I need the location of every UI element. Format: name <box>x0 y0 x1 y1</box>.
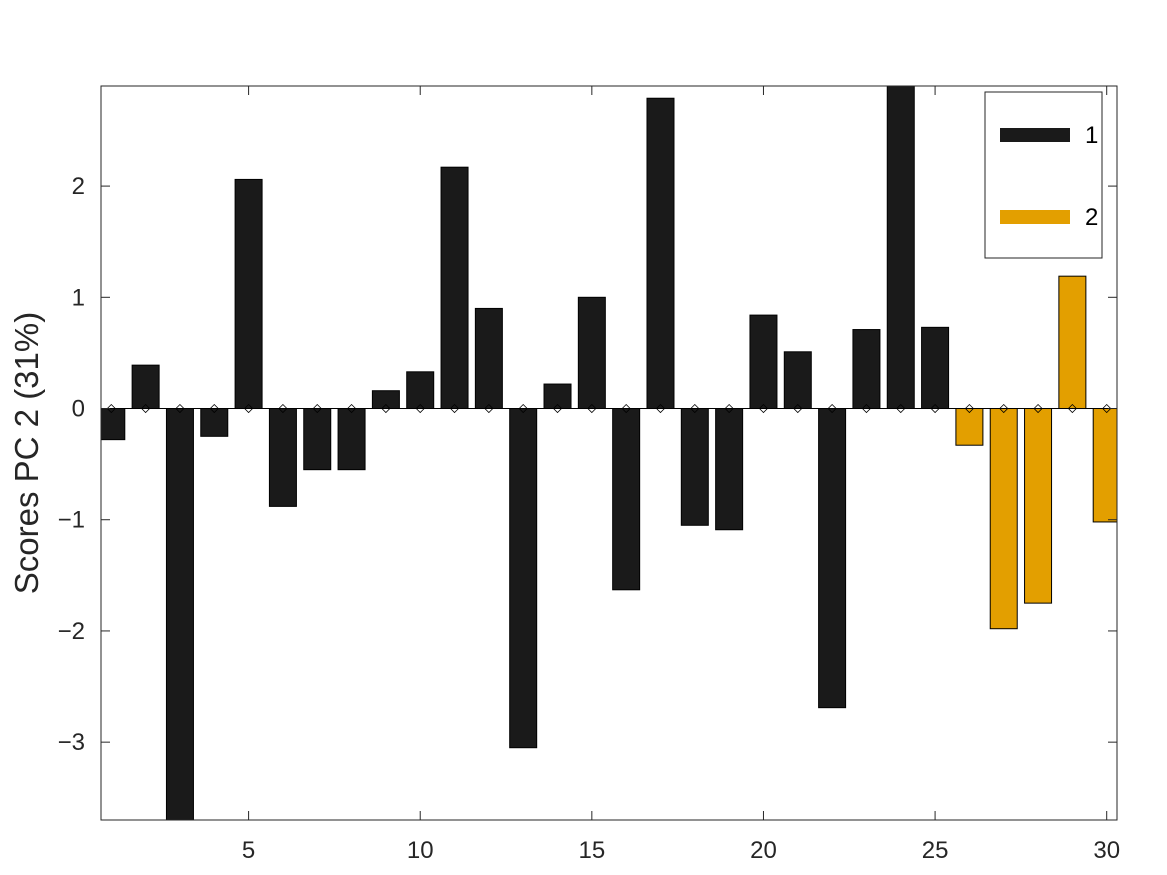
bar-series-1-x16 <box>612 408 641 591</box>
bar-series-1-x11 <box>440 166 469 410</box>
bar-series-1-x17 <box>646 97 675 410</box>
bar-series-1-x24 <box>886 86 915 410</box>
bar-series-1-x22 <box>818 408 847 709</box>
bar-series-1-x4 <box>200 408 229 437</box>
bar-series-1-x10 <box>406 371 435 410</box>
bar-series-1-x18 <box>680 408 709 526</box>
legend-box <box>984 91 1103 259</box>
bar-series-1-x20 <box>749 314 778 410</box>
bar-series-1-x5 <box>234 178 263 410</box>
bar-series-1-x21 <box>783 351 812 410</box>
bar-series-1-x8 <box>337 408 366 471</box>
x-tick-label: 25 <box>922 837 949 864</box>
y-tick-label: −1 <box>58 507 85 534</box>
y-tick-label: −3 <box>58 729 85 756</box>
bar-series-1-x7 <box>303 408 332 471</box>
bar-series-1-x3 <box>165 408 194 820</box>
bar-series-2-x30 <box>1092 408 1117 523</box>
bar-series-1-x25 <box>921 326 950 410</box>
bars-group <box>101 86 1117 820</box>
y-tick-label: 2 <box>72 173 85 200</box>
bar-series-2-x27 <box>989 408 1018 630</box>
legend: 12 <box>984 91 1103 259</box>
y-tick-label: 0 <box>72 396 85 423</box>
x-tick-label: 5 <box>242 837 255 864</box>
bar-series-1-x15 <box>577 296 606 410</box>
bar-series-1-x23 <box>852 329 881 410</box>
bar-series-2-x26 <box>955 408 984 446</box>
y-axis-title: Scores PC 2 (31%) <box>8 312 45 594</box>
bar-series-1-x9 <box>371 390 400 410</box>
bar-series-1-x2 <box>131 364 160 410</box>
bar-series-1-x6 <box>268 408 297 507</box>
y-tick-label: 1 <box>72 284 85 311</box>
bar-series-2-x29 <box>1058 275 1087 410</box>
bar-series-1-x1 <box>101 408 126 441</box>
x-tick-label: 20 <box>750 837 777 864</box>
axes-group <box>100 85 1118 821</box>
x-tick-label: 30 <box>1093 837 1120 864</box>
bar-series-1-x12 <box>474 307 503 410</box>
bar-series-2-x28 <box>1024 408 1053 604</box>
axes-frame <box>100 85 1118 821</box>
legend-label-1: 1 <box>1085 122 1098 149</box>
bar-series-1-x13 <box>509 408 538 749</box>
bar-series-1-x19 <box>715 408 744 531</box>
x-tick-label: 15 <box>578 837 605 864</box>
legend-label-2: 2 <box>1085 204 1098 231</box>
x-tick-label: 10 <box>407 837 434 864</box>
y-tick-label: −2 <box>58 618 85 645</box>
